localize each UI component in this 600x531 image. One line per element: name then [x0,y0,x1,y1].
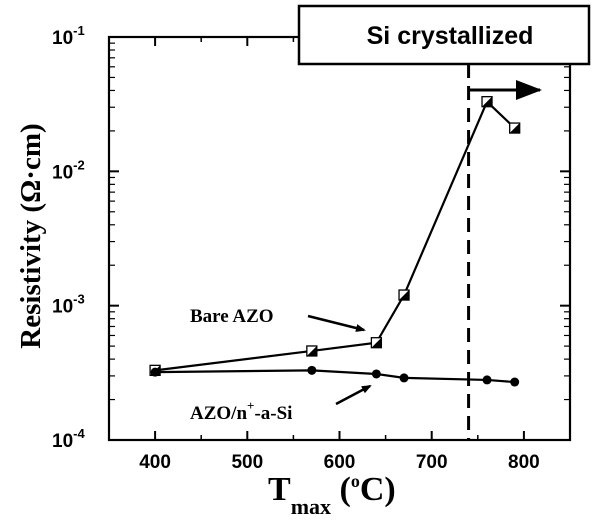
data-point-square-fill [306,345,317,356]
x-axis-title-degree: o [351,471,360,491]
azo-si-label-pre: AZO/n [190,403,247,424]
azo-si-label-sup: + [247,398,254,413]
y-axis-title-text: Resistivity ( [15,203,47,349]
azo-si-label-post: -a-Si [254,403,292,424]
y-axis-ticks: 10-4 10-3 10-2 10-1 [52,23,570,452]
x-axis-title-main: T [268,471,291,508]
x-tick-label: 600 [324,452,356,473]
x-axis-title-unit-end: C) [360,471,396,508]
data-point-circle [399,373,409,383]
x-tick-label: 700 [416,452,448,473]
x-axis-title-unit: ( [331,471,351,508]
azo-si-arrow [335,384,372,406]
si-crystallized-box [297,4,591,66]
si-crystallized-label: Si crystallized [367,22,534,50]
x-tick-label: 400 [139,452,171,473]
data-point-circle [482,375,492,385]
x-tick-label: 500 [231,452,263,473]
data-point-square-fill [399,290,410,301]
data-point-circle [371,369,381,379]
series-line-1 [155,369,515,384]
bare-azo-arrow [307,314,366,332]
data-point-circle [510,377,520,387]
y-tick-label: 10-4 [52,426,85,452]
y-tick-label: 10-2 [52,157,85,183]
x-axis-ticks: 400 500 600 700 800 [108,37,571,473]
y-axis-title-close: ) [15,123,47,133]
y-axis-title: Resistivity (Ω·cm) [15,123,47,348]
series-layer [149,96,521,387]
x-axis-title-sub: max [291,494,331,519]
data-point-square-fill [509,123,520,134]
x-tick-label: 800 [508,452,540,473]
y-axis-title-unit: Ω·cm [15,133,47,203]
y-tick-label: 10-1 [52,23,85,49]
data-point-square-fill [482,96,493,107]
y-tick-label: 10-3 [52,292,85,318]
data-point-circle [150,367,160,377]
bare-azo-label: Bare AZO [190,306,274,327]
data-point-circle [307,365,317,375]
series-line-0 [154,99,516,372]
plot-frame [107,35,572,442]
x-axis-title: Tmax (oC) [268,471,396,519]
azo-si-label: AZO/n+-a-Si [190,398,292,424]
data-point-square-fill [371,337,382,348]
